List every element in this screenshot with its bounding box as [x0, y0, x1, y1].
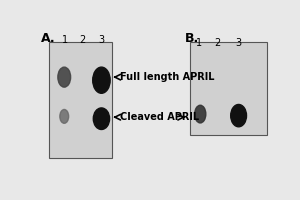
Text: 1: 1: [196, 38, 202, 48]
Ellipse shape: [93, 108, 110, 129]
Text: A.: A.: [41, 32, 56, 45]
Bar: [190, 42, 266, 135]
Ellipse shape: [60, 109, 69, 123]
Text: 3: 3: [236, 38, 242, 48]
Ellipse shape: [195, 105, 206, 123]
Text: B.: B.: [185, 32, 200, 45]
Text: 1: 1: [62, 35, 68, 45]
Text: 2: 2: [80, 35, 86, 45]
Ellipse shape: [58, 67, 70, 87]
Text: Full length APRIL: Full length APRIL: [120, 72, 214, 82]
Text: 2: 2: [214, 38, 221, 48]
Text: Cleaved APRIL: Cleaved APRIL: [120, 112, 199, 122]
Ellipse shape: [93, 67, 110, 93]
Text: 3: 3: [98, 35, 104, 45]
Ellipse shape: [231, 104, 247, 127]
Bar: [49, 42, 112, 158]
